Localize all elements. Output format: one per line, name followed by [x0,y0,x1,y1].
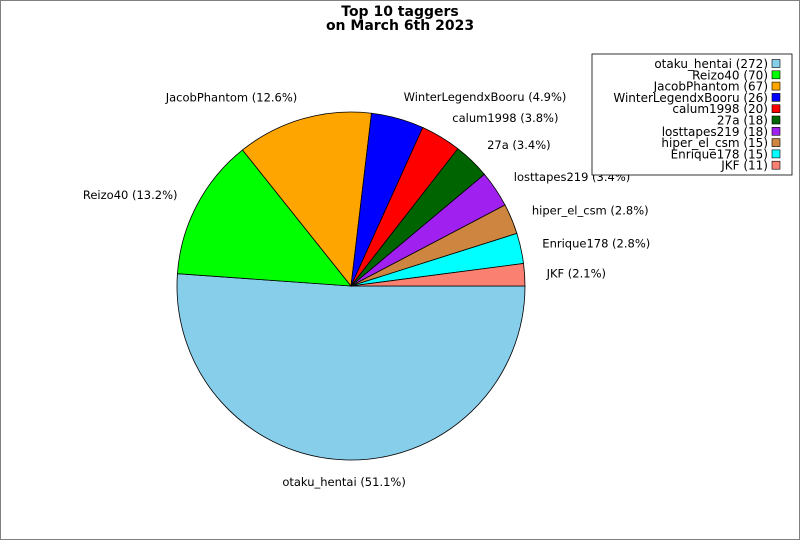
pie-slices [176,111,526,461]
chart-title-line-1: Top 10 taggers [341,4,458,20]
pie-slice-labels: otaku_hentai (51.1%) Reizo40 (13.2%) Jacob… [83,90,650,489]
slice-label-jkf: JKF (2.1%) [546,266,606,280]
legend: otaku_hentai (272)Reizo40 (70)JacobPhant… [591,53,793,176]
legend-entry-reizo40: Reizo40 (70) [692,68,768,82]
pie-slice-jkf [350,263,526,287]
legend-entry-jkf: JKF (11) [720,159,768,173]
legend-entry-losttapes219: losttapes219 (18) [662,125,768,139]
legend-swatch-enrique178 [771,149,781,159]
slice-label-enrique178: Enrique178 (2.8%) [542,237,650,251]
legend-swatch-27a [771,115,781,125]
pie-slice-jacobphantom [241,111,372,287]
legend-entry-jacobphantom: JacobPhantom (67) [653,80,768,94]
legend-swatch-jacobphantom [771,81,781,91]
slice-label-calum1998: calum1998 (3.8%) [452,111,558,125]
legend-swatch-jkf [771,160,781,170]
slice-label-jacobphantom: JacobPhantom (12.6%) [165,91,298,105]
slice-label-winterlegendxbooru: WinterLegendxBooru (4.9%) [404,90,567,104]
legend-entry-27a: 27a (18) [717,114,768,128]
chart-title-line-2: on March 6th 2023 [326,18,474,34]
legend-swatch-reizo40 [771,70,781,80]
slice-label-hiper-el-csm: hiper_el_csm (2.8%) [532,204,649,218]
pie-slice-reizo40 [177,149,352,287]
legend-swatch-otaku-hentai [771,59,781,68]
legend-swatch-losttapes219 [771,127,781,136]
legend-box [591,53,793,176]
legend-swatch-calum1998 [771,104,781,113]
legend-entry-enrique178: Enrique178 (15) [671,147,768,161]
slice-label-27a: 27a (3.4%) [487,138,551,152]
legend-swatch-hiper-el-csm [771,138,781,147]
slice-label-reizo40: Reizo40 (13.2%) [83,188,178,202]
pie-slice-otaku-hentai [176,273,526,461]
legend-swatch-winterlegendxbooru [771,93,781,102]
legend-entry-otaku-hentai: otaku_hentai (272) [654,57,768,71]
legend-entry-calum1998: calum1998 (20) [672,102,768,116]
legend-entry-hiper-el-csm: hiper_el_csm (15) [661,136,768,150]
legend-entry-winterlegendxbooru: WinterLegendxBooru (26) [613,91,768,105]
slice-label-otaku-hentai: otaku_hentai (51.1%) [282,475,406,489]
